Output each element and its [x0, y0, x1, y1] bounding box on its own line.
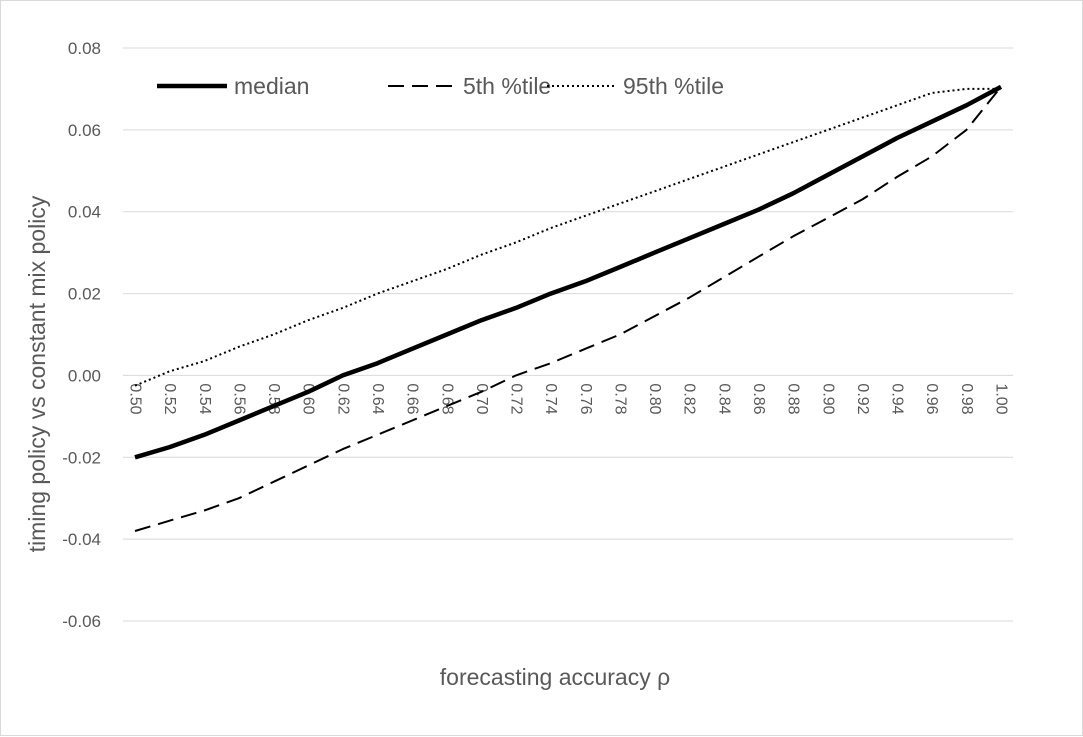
x-tick-label: 0.84	[715, 383, 732, 414]
x-tick-label: 0.54	[196, 383, 213, 414]
y-tick-label: -0.06	[62, 612, 101, 631]
x-tick-label: 0.76	[577, 383, 594, 414]
x-axis-title: forecasting accuracy ρ	[440, 664, 670, 690]
x-tick-label: 0.74	[542, 383, 559, 414]
x-axis-ticks: 0.50 0.52 0.54 0.56 0.58 0.60 0.62 0.64 0.66 0.68…	[127, 383, 1010, 414]
x-tick-label: 0.80	[646, 383, 663, 414]
x-tick-label: 0.98	[958, 383, 975, 414]
x-tick-label: 0.52	[161, 383, 178, 414]
x-tick-label: 0.92	[854, 383, 871, 414]
x-tick-label: 0.64	[369, 383, 386, 414]
x-tick-label: 0.70	[473, 383, 490, 414]
legend-label: 95th %tile	[623, 73, 724, 99]
y-tick-label: 0.04	[68, 203, 101, 222]
y-tick-label: 0.08	[68, 39, 101, 58]
x-tick-label: 0.68	[438, 383, 455, 414]
series-lines	[134, 84, 1003, 532]
series-line-solid	[134, 84, 1003, 460]
x-tick-label: 0.90	[819, 383, 836, 414]
x-tick-label: 0.78	[611, 383, 628, 414]
y-tick-label: 0.06	[68, 121, 101, 140]
y-tick-label: -0.04	[62, 530, 101, 549]
legend-label: 5th %tile	[463, 73, 551, 99]
x-tick-label: 0.66	[404, 383, 421, 414]
y-tick-label: 0.02	[68, 285, 101, 304]
legend-label: median	[234, 73, 309, 99]
x-tick-label: 0.72	[508, 383, 525, 414]
x-tick-label: 0.86	[750, 383, 767, 414]
series-line-dashed	[134, 86, 1002, 532]
x-tick-label: 0.50	[127, 383, 144, 414]
y-axis-ticks: -0.06 -0.04 -0.02 0.00 0.02 0.04 0.06 0.08	[62, 39, 101, 631]
x-tick-label: 0.62	[334, 383, 351, 414]
x-tick-label: 0.94	[889, 383, 906, 414]
y-tick-label: 0.00	[68, 366, 101, 385]
x-tick-label: 0.88	[785, 383, 802, 414]
x-tick-label: 0.56	[230, 383, 247, 414]
y-tick-label: -0.02	[62, 448, 101, 467]
y-axis-title: timing policy vs constant mix policy	[24, 195, 50, 552]
x-tick-label: 1.00	[993, 383, 1010, 414]
x-tick-label: 0.96	[923, 383, 940, 414]
grid-lines	[123, 47, 1013, 622]
x-tick-label: 0.82	[681, 383, 698, 414]
series-line-dotted	[134, 87, 1001, 387]
legend: median 5th %tile 95th %tile	[157, 73, 724, 99]
